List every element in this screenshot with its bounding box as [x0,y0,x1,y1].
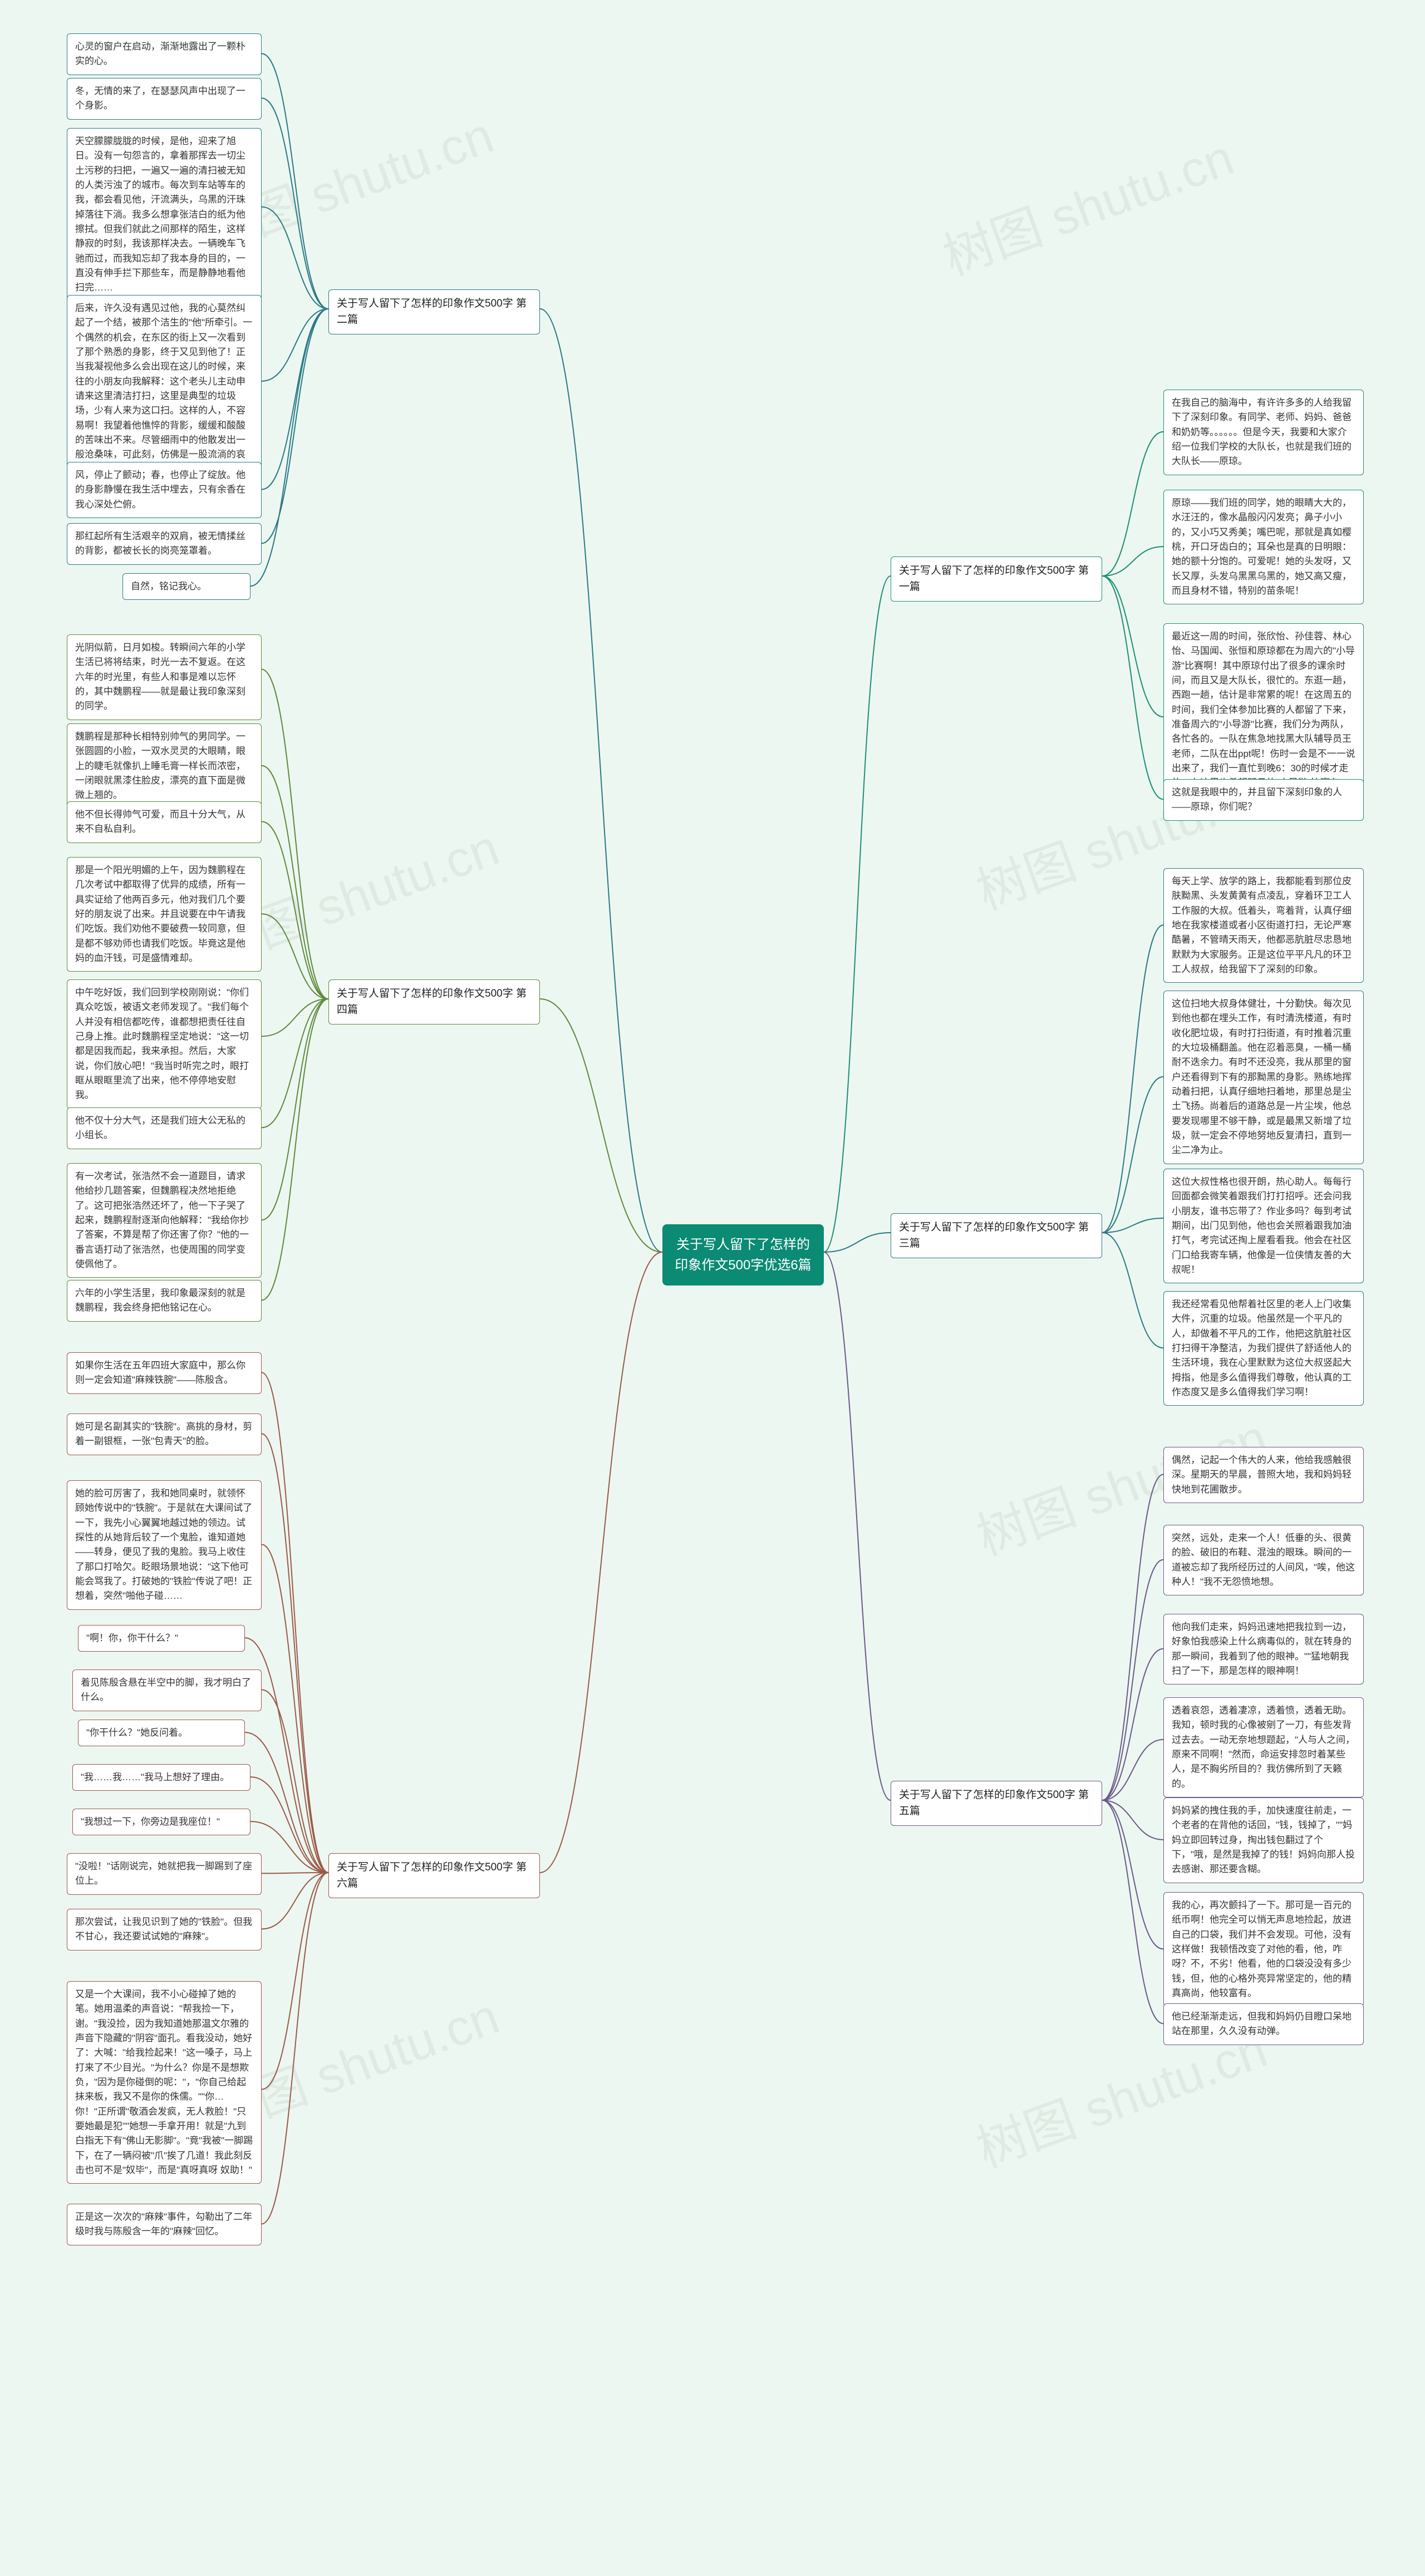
branch-title: 关于写人留下了怎样的印象作文500字 第一篇 [891,556,1102,602]
leaf-node: 她的脸可厉害了，我和她同桌时，就领怀顾她传说中的"铁腕"。于是就在大课间试了一下… [67,1480,262,1610]
leaf-node: 原琼——我们班的同学，她的眼睛大大的，水汪汪的，像水晶般闪闪发亮；鼻子小小的，又… [1163,490,1364,604]
branch-title: 关于写人留下了怎样的印象作文500字 第三篇 [891,1213,1102,1258]
leaf-node: 正是这一次次的"麻辣"事件，勾勒出了二年级时我与陈殷含一年的"麻辣"回忆。 [67,2204,262,2245]
leaf-node: 光阴似箭，日月如梭。转瞬间六年的小学生活已将将结束，时光一去不复返。在这六年的时… [67,634,262,720]
leaf-node: 妈妈紧的拽住我的手，加快速度往前走，一个老者的在背他的话回，"钱，钱掉了，""妈… [1163,1797,1364,1883]
leaf-node: 他不仅十分大气，还是我们班大公无私的小组长。 [67,1107,262,1149]
leaf-node: 自然，铭记我心。 [122,573,250,600]
leaf-node: 突然，远处，走来一个人！低垂的头、很黄的脸、破旧的布鞋、混浊的眼珠。瞬间的一道被… [1163,1525,1364,1595]
leaf-node: 每天上学、放学的路上，我都能看到那位皮肤黝黑、头发黄黄有点凌乱，穿着环卫工人工作… [1163,868,1364,983]
leaf-node: "啊！你，你干什么？" [78,1625,245,1652]
leaf-node: 那红起所有生活艰辛的双肩，被无情揉丝的背影，都被长长的岗亮笼罩着。 [67,523,262,565]
leaf-node: 那是一个阳光明媚的上午，因为魏鹏程在几次考试中都取得了优异的成绩，所有一具实证给… [67,857,262,972]
branch-title: 关于写人留下了怎样的印象作文500字 第四篇 [328,979,540,1025]
leaf-node: "没啦！"话刚说完，她就把我一脚踢到了座位上。 [67,1853,262,1895]
leaf-node: 风，停止了颤动；春，也停止了绽放。他的身影静慢在我生活中埋去，只有余香在我心深处… [67,462,262,518]
branch-title: 关于写人留下了怎样的印象作文500字 第六篇 [328,1853,540,1898]
leaf-node: 透着哀怨，透着凄凉，透着愤，透着无助。我知，顿时我的心像被剜了一刀，有些发背过去… [1163,1697,1364,1797]
leaf-node: 那次尝试，让我见识到了她的"铁脸"。但我不甘心，我还要试试她的"麻辣"。 [67,1909,262,1951]
leaf-node: 着见陈殷含悬在半空中的脚，我才明白了什么。 [72,1669,262,1711]
leaf-node: 中午吃好饭，我们回到学校刚刚说："你们真众吃饭，被语文老师发现了。"我们每个人并… [67,979,262,1109]
branch-title: 关于写人留下了怎样的印象作文500字 第二篇 [328,289,540,334]
leaf-node: 六年的小学生活里，我印象最深刻的就是魏鹏程，我会终身把他铭记在心。 [67,1280,262,1322]
root-node: 关于写人留下了怎样的印象作文500字优选6篇 [662,1224,824,1285]
leaf-node: 天空朦朦胧胧的时候，是他，迎来了旭日。没有一句怨言的，拿着那挥去一切尘土污秽的扫… [67,128,262,302]
leaf-node: 冬，无情的来了，在瑟瑟风声中出现了一个身影。 [67,78,262,120]
leaf-node: 后来，许久没有遇见过他，我的心莫然纠起了一个结，被那个洁生的"他"所牵引。一个偶… [67,295,262,483]
leaf-node: "你干什么？"她反问着。 [78,1720,245,1746]
leaf-node: 偶然，记起一个伟大的人来，他给我感触很深。星期天的早晨，普照大地，我和妈妈轻快地… [1163,1447,1364,1503]
leaf-node: 魏鹏程是那种长相特别帅气的男同学。一张圆圆的小脸，一双水灵灵的大眼睛，眼上的睫毛… [67,723,262,809]
leaf-node: 如果你生活在五年四班大家庭中，那么你则一定会知道"麻辣铁腕"——陈殷含。 [67,1352,262,1394]
leaf-node: 他不但长得帅气可爱，而且十分大气，从来不自私自利。 [67,801,262,843]
leaf-node: 我还经常看见他帮着社区里的老人上门收集大件，沉重的垃圾。他虽然是一个平凡的人，却… [1163,1291,1364,1406]
leaf-node: 心灵的窗户在启动，渐渐地露出了一颗朴实的心。 [67,33,262,75]
leaf-node: 这位大叔性格也很开朗，热心助人。每每行回面都会微笑着跟我们打打招呼。还会问我小朋… [1163,1169,1364,1283]
leaf-node: 有一次考试，张浩然不会一道题目，请求他给抄几题答案，但魏鹏程决然地拒绝了。这可把… [67,1163,262,1278]
leaf-node: 这就是我眼中的，并且留下深刻印象的人——原琼，你们呢？ [1163,779,1364,821]
leaf-node: 又是一个大课间，我不小心碰掉了她的笔。她用温柔的声音说："帮我捡一下，谢。"我没… [67,1981,262,2184]
leaf-node: "我……我……"我马上想好了理由。 [72,1764,250,1791]
leaf-node: "我想过一下，你旁边是我座位！" [72,1809,250,1835]
leaf-node: 她可是名副其实的"铁腕"。高挑的身材，剪着一副银框，一张"包青天"的脸。 [67,1413,262,1455]
leaf-node: 我的心，再次颤抖了一下。那可是一百元的纸币啊！他完全可以悄无声息地捡起，放进自己… [1163,1892,1364,2007]
leaf-node: 在我自己的脑海中，有许许多多的人给我留下了深刻印象。有同学、老师、妈妈、爸爸和奶… [1163,390,1364,475]
leaf-node: 这位扫地大叔身体健壮，十分勤快。每次见到他也都在埋头工作，有时清洗楼道，有时收化… [1163,991,1364,1164]
leaf-node: 他已经渐渐走远，但我和妈妈仍目瞪口呆地站在那里，久久没有动弹。 [1163,2003,1364,2045]
watermark: 树图 shutu.cn [932,117,1242,289]
leaf-node: 他向我们走来，妈妈迅速地把我拉到一边，好象怕我感染上什么病毒似的，就在转身的那一… [1163,1614,1364,1685]
branch-title: 关于写人留下了怎样的印象作文500字 第五篇 [891,1781,1102,1826]
